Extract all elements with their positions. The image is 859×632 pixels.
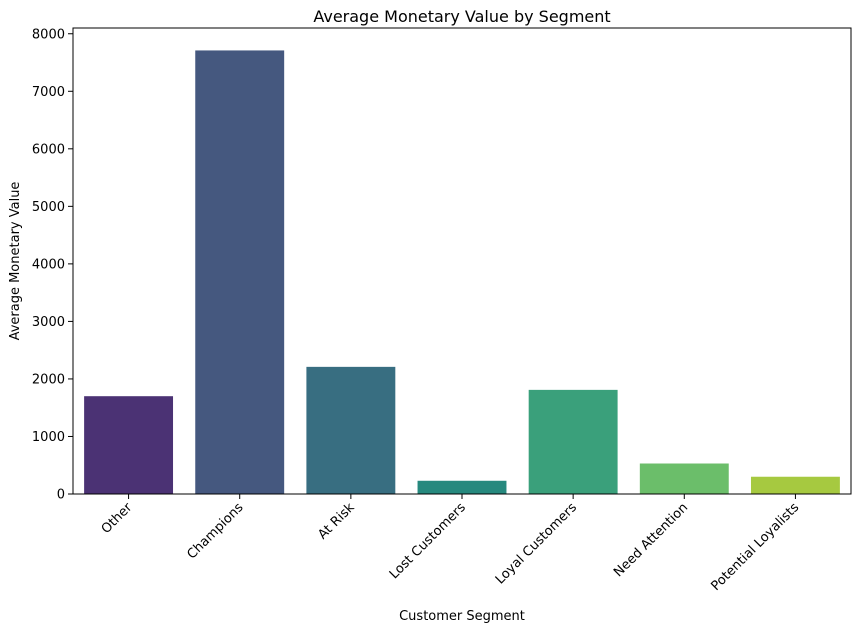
bars [84,50,840,494]
y-tick-label: 4000 [32,257,65,272]
bar [639,463,729,494]
y-axis-ticks: 0 1000 2000 3000 4000 5000 6000 7000 8000 [32,27,73,503]
y-tick-label: 5000 [32,200,65,215]
y-tick-label: 8000 [32,27,65,42]
bar [195,50,285,494]
y-tick-label: 0 [57,488,65,503]
chart-title: Average Monetary Value by Segment [313,7,610,26]
bar [528,389,618,494]
y-tick-label: 2000 [32,372,65,387]
y-tick-label: 1000 [32,430,65,445]
y-tick-label: 3000 [32,315,65,330]
bar [84,396,174,494]
y-tick-label: 6000 [32,142,65,157]
y-axis-label: Average Monetary Value [8,182,23,341]
x-tick-label: At Risk [315,500,358,543]
bar [750,476,840,494]
x-tick-label: Need Attention [611,500,691,580]
y-tick-label: 7000 [32,85,65,100]
x-tick-label: Loyal Customers [493,500,580,587]
x-axis-label: Customer Segment [399,609,525,624]
x-tick-label: Lost Customers [387,500,469,582]
plot-frame [72,27,852,495]
x-tick-label: Champions [184,500,246,562]
x-axis-ticks: Other Champions At Risk Lost Customers Loyal… [99,494,803,594]
x-tick-label: Other [99,500,136,537]
x-tick-label: Potential Loyalists [709,500,803,594]
bar [417,480,507,494]
bar [306,366,396,494]
